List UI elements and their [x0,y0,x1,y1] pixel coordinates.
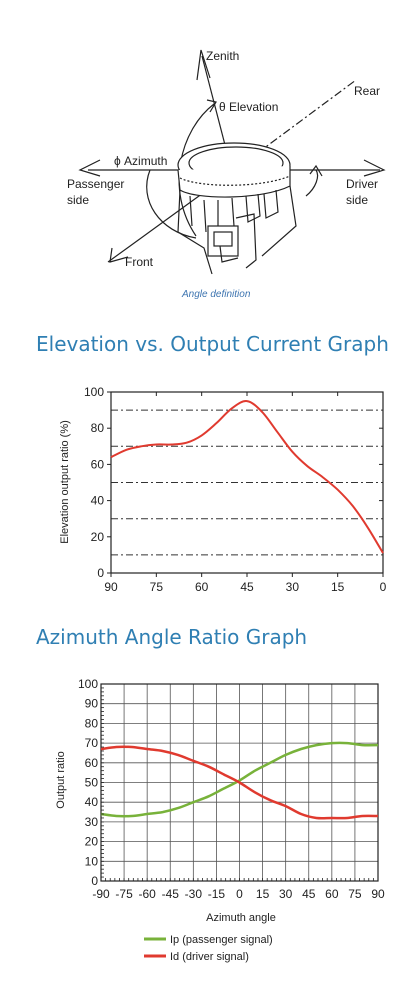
passenger-arrow-head [78,159,101,177]
angle-definition-diagram: Zenith θ Elevation Rear ϕ Azimuth Passen… [67,49,386,300]
x-tick-label-60: 60 [195,580,209,594]
front-label: Front [125,255,154,269]
y-tick-label-70: 70 [85,736,99,750]
rear-axis-line [231,79,357,173]
azimuth-label: ϕ Azimuth [114,154,167,168]
y-tick-label-40: 40 [91,494,105,508]
azimuth-chart-title: Azimuth Angle Ratio Graph [36,625,308,649]
elevation-series-line-0 [110,400,384,554]
legend-label-ip: Ip (passenger signal) [170,934,273,946]
elevation-chart-grid [110,391,384,574]
driver-side-label-line2: side [346,193,368,207]
driver-arrow-head [363,159,386,177]
azimuth-arc-right [305,169,319,197]
x-tick-label--45: -45 [162,887,180,901]
y-tick-label-60: 60 [91,457,105,471]
x-tick-label-15: 15 [256,887,270,901]
x-tick-label-45: 45 [302,887,316,901]
zenith-label: Zenith [206,49,239,63]
x-tick-label--90: -90 [92,887,110,901]
x-tick-label-75: 75 [348,887,362,901]
x-tick-label-15: 15 [331,580,345,594]
y-tick-label-0: 0 [97,566,104,580]
y-tick-label-80: 80 [85,716,99,730]
y-tick-label-80: 80 [91,421,105,435]
diagram-caption: Angle definition [181,289,251,300]
passenger-side-label-line2: side [67,193,89,207]
elevation-chart-series [110,400,384,554]
x-tick-label--75: -75 [115,887,133,901]
front-arrow-head [109,247,129,263]
legend-label-id: Id (driver signal) [170,951,249,963]
x-tick-label-60: 60 [325,887,339,901]
passenger-side-label-line1: Passenger [67,177,124,191]
y-tick-label-60: 60 [85,756,99,770]
y-tick-label-0: 0 [91,874,98,888]
azimuth-chart-ylabel: Output ratio [55,751,67,808]
x-tick-label-0: 0 [236,887,243,901]
x-tick-label--15: -15 [208,887,226,901]
elevation-chart-title: Elevation vs. Output Current Graph [36,332,389,356]
azimuth-chart-ticks: 0 10 20 30 40 50 60 70 80 90 100 -90 -75 -60 -45 -30 -15… [78,677,385,901]
x-tick-label-30: 30 [279,887,293,901]
y-tick-label-100: 100 [78,677,98,691]
y-tick-label-10: 10 [85,854,99,868]
azimuth-series-line-1 [100,745,379,820]
x-tick-label-45: 45 [240,580,254,594]
x-tick-label-30: 30 [286,580,300,594]
azimuth-chart-series [100,741,379,820]
x-tick-label-90: 90 [371,887,385,901]
azimuth-chart-xlabel: Azimuth angle [206,912,276,924]
y-tick-label-20: 20 [85,835,99,849]
y-tick-label-100: 100 [84,385,104,399]
azimuth-chart: 0 10 20 30 40 50 60 70 80 90 100 -90 -75 -60 -45 -30 -15… [55,677,385,963]
y-tick-label-20: 20 [91,530,105,544]
azimuth-chart-legend: Ip (passenger signal) Id (driver signal) [144,934,273,963]
x-tick-label--60: -60 [138,887,156,901]
azimuth-arrow-head [309,164,323,177]
y-tick-label-90: 90 [85,697,99,711]
x-tick-label-75: 75 [150,580,164,594]
elevation-chart-ticks: 0 20 40 60 80 100 90 75 60 45 30 15 0 [84,385,387,594]
x-tick-label--30: -30 [185,887,203,901]
x-tick-label-0: 0 [380,580,387,594]
elevation-label: θ Elevation [219,100,278,114]
x-tick-label-90: 90 [104,580,118,594]
azimuth-arc [146,169,197,239]
sensor-body [177,142,297,275]
y-tick-label-30: 30 [85,815,99,829]
zenith-arrow-head [196,49,211,81]
y-tick-label-50: 50 [85,776,99,790]
elevation-chart: 0 20 40 60 80 100 90 75 60 45 30 15 0 Elevation outp… [59,385,387,594]
elevation-arrow-head [206,99,217,113]
driver-side-label-line1: Driver [346,177,378,191]
azimuth-series-line-0 [100,741,379,818]
elevation-chart-ylabel: Elevation output ratio (%) [59,420,71,544]
rear-label: Rear [354,84,380,98]
y-tick-label-40: 40 [85,795,99,809]
